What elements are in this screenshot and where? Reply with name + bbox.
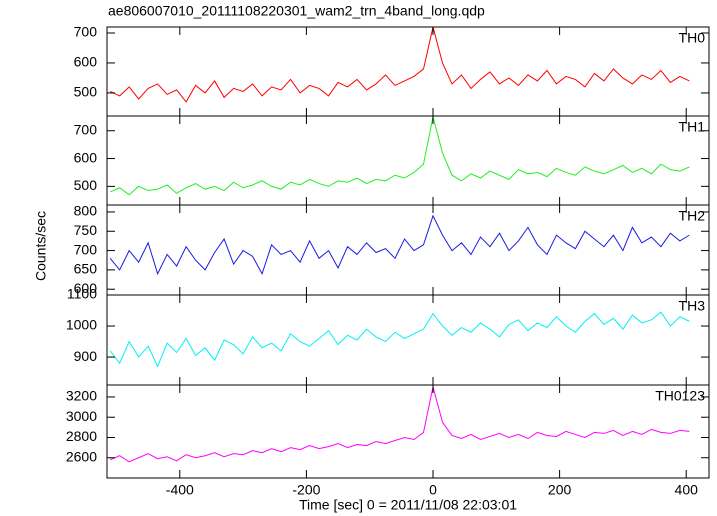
y-tick-label: 900	[74, 348, 98, 364]
x-axis-label: Time [sec] 0 = 2011/11/08 22:03:01	[299, 497, 517, 513]
x-tick-label: 0	[429, 482, 437, 498]
y-tick-label: 500	[74, 177, 98, 193]
y-tick-label: 1000	[66, 317, 97, 333]
series-line	[109, 116, 690, 196]
y-tick-label: 1100	[67, 286, 97, 302]
y-tick-label: 2600	[66, 448, 97, 464]
series-line	[109, 311, 690, 368]
chart-title: ae806007010_20111108220301_wam2_trn_4ban…	[108, 3, 485, 19]
y-tick-label: 700	[74, 24, 98, 40]
series-label: TH2	[679, 208, 706, 224]
y-tick-label: 750	[74, 222, 98, 238]
y-tick-label: 3200	[66, 388, 97, 404]
y-tick-label: 3000	[66, 408, 97, 424]
series-label: TH0123	[655, 388, 705, 404]
panel-frame	[106, 384, 710, 479]
y-tick-label: 700	[74, 241, 98, 257]
series-line	[109, 386, 690, 463]
y-axis-label: Counts/sec	[33, 211, 49, 281]
y-tick-label: 2800	[66, 428, 97, 444]
y-tick-label: 700	[74, 121, 98, 137]
y-tick-label: 800	[74, 203, 98, 219]
y-tick-label: 600	[74, 280, 98, 296]
y-tick-label: 500	[74, 84, 98, 100]
x-tick-label: 400	[675, 482, 699, 498]
series-label: TH3	[679, 298, 706, 314]
x-tick-label: -400	[166, 482, 194, 498]
y-tick-label: 600	[74, 54, 98, 70]
series-line	[109, 214, 690, 276]
panel-frame	[106, 204, 710, 296]
series-line	[109, 27, 690, 103]
x-tick-label: -200	[292, 482, 320, 498]
y-tick-label: 600	[74, 149, 98, 165]
y-tick-label: 650	[74, 261, 98, 277]
panel-frame	[106, 294, 710, 386]
series-label: TH1	[679, 119, 706, 135]
panel-frame	[106, 115, 710, 206]
series-label: TH0	[679, 30, 706, 46]
panel-frame	[106, 26, 710, 117]
x-tick-label: 200	[548, 482, 572, 498]
